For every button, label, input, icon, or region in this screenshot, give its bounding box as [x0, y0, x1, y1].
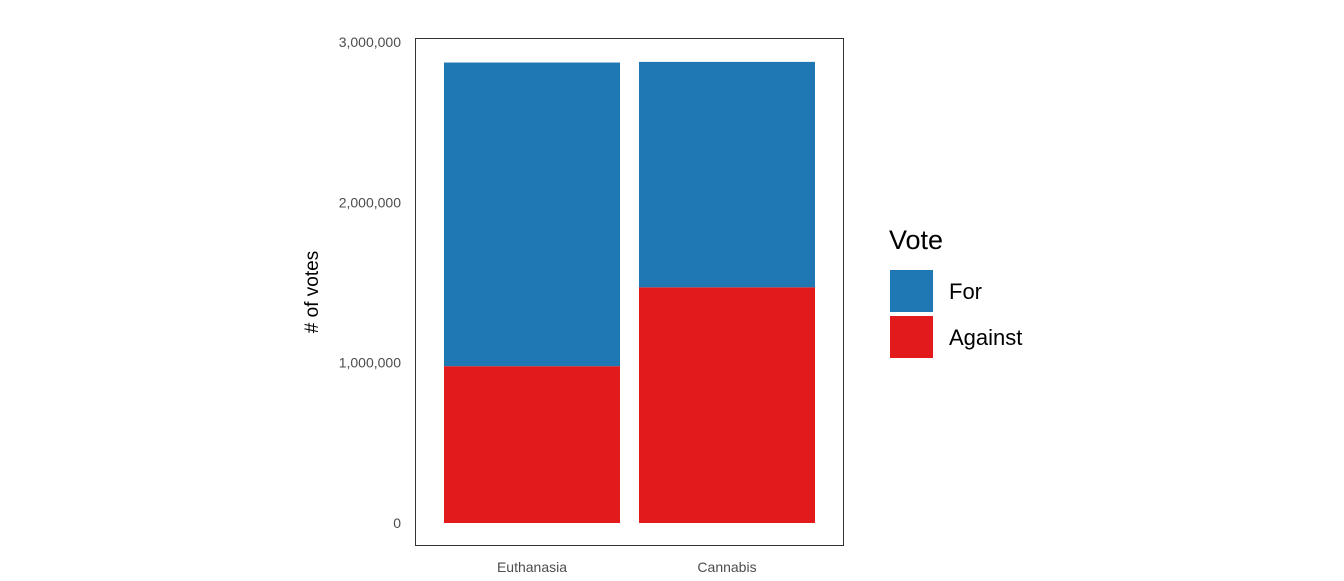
bar-cannabis-against	[639, 287, 815, 523]
x-axis-ticks: Euthanasia Cannabis	[497, 559, 757, 575]
bar-euthanasia-for	[444, 62, 620, 367]
y-axis-title: # of votes	[302, 251, 323, 333]
bars-layer	[444, 61, 815, 523]
bar-euthanasia-against	[444, 366, 620, 523]
y-tick-label: 0	[393, 515, 401, 531]
plot-panel-border	[415, 38, 844, 546]
bar-cannabis-for	[639, 61, 815, 288]
y-axis-ticks: 0 1,000,000 2,000,000 3,000,000	[339, 34, 402, 531]
legend-swatch-for	[890, 270, 933, 312]
x-tick-label: Euthanasia	[497, 559, 567, 575]
y-tick-label: 3,000,000	[339, 34, 401, 50]
legend: Vote For Against	[889, 225, 1022, 358]
x-tick-label: Cannabis	[697, 559, 756, 575]
legend-label-against: Against	[949, 325, 1022, 350]
legend-label-for: For	[949, 279, 982, 304]
legend-swatch-against	[890, 316, 933, 358]
legend-title: Vote	[889, 225, 943, 255]
y-tick-label: 1,000,000	[339, 355, 401, 371]
legend-items: For Against	[890, 270, 1022, 358]
y-tick-label: 2,000,000	[339, 194, 401, 210]
